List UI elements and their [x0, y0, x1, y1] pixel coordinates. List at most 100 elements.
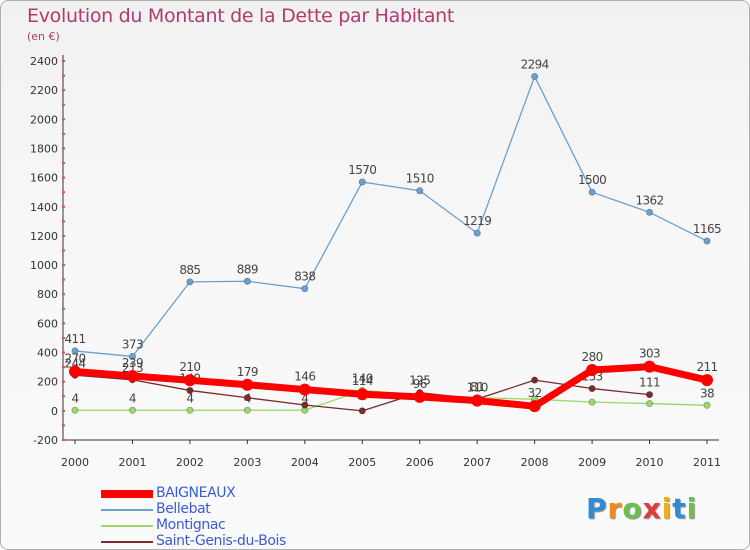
y-tick-label: 1000 — [30, 259, 58, 272]
y-tick-label: 1600 — [30, 172, 58, 185]
legend: BAIGNEAUX Bellebat Montignac Saint-Genis-du… — [101, 485, 361, 549]
data-point — [471, 394, 484, 407]
data-label: 38 — [700, 386, 714, 400]
data-label: 4 — [71, 391, 78, 405]
data-point — [298, 383, 311, 396]
y-tick-label: 2000 — [30, 113, 58, 126]
data-point — [356, 388, 369, 401]
data-label: 244 — [64, 356, 85, 370]
data-point — [413, 390, 426, 403]
data-point — [301, 285, 309, 293]
x-tick-label: 2000 — [61, 456, 89, 469]
x-tick-label: 2007 — [463, 456, 491, 469]
data-label: 280 — [582, 350, 603, 364]
data-label: 1500 — [578, 173, 606, 187]
data-point — [586, 364, 599, 377]
y-tick-label: 600 — [37, 317, 58, 330]
x-tick-label: 2011 — [693, 456, 721, 469]
series-line-bellebat — [74, 75, 708, 358]
data-label: 213 — [122, 361, 143, 375]
data-point — [416, 187, 424, 195]
data-point — [241, 378, 254, 391]
data-label: 179 — [237, 365, 258, 379]
data-label: 111 — [639, 376, 660, 390]
data-point — [243, 406, 251, 414]
data-point — [473, 229, 481, 237]
legend-swatch — [101, 490, 153, 498]
data-point — [128, 352, 136, 360]
data-label: 1362 — [635, 193, 663, 207]
y-tick-label: 800 — [37, 288, 58, 301]
data-point — [643, 360, 656, 373]
x-tick-label: 2010 — [636, 456, 664, 469]
data-label: 96 — [413, 377, 427, 391]
proxiti-logo: Proxiti — [586, 492, 697, 525]
data-point — [128, 406, 136, 414]
y-tick-label: 400 — [37, 347, 58, 360]
legend-item: BAIGNEAUX — [101, 485, 361, 502]
x-tick-label: 2006 — [406, 456, 434, 469]
chart-subtitle: (en €) — [27, 30, 60, 43]
x-tick-label: 2005 — [348, 456, 376, 469]
x-tick-label: 2002 — [176, 456, 204, 469]
logo-letter: i — [686, 492, 698, 525]
data-point — [71, 406, 79, 414]
data-point — [358, 178, 366, 186]
data-point — [186, 386, 194, 394]
data-label: 32 — [528, 386, 542, 400]
data-label: 1165 — [693, 222, 721, 236]
y-tick-label: 2400 — [30, 55, 58, 68]
legend-label: Bellebat — [156, 501, 211, 517]
data-point — [186, 278, 194, 286]
data-point — [71, 347, 79, 355]
legend-item: Montignac — [101, 517, 361, 534]
data-label: 81 — [470, 380, 484, 394]
data-label: 411 — [64, 332, 85, 346]
data-point — [186, 406, 194, 414]
y-tick-label: 0 — [51, 405, 58, 418]
logo-letter: o — [622, 492, 643, 525]
logo-letter: x — [642, 492, 662, 525]
y-tick-label: 2200 — [30, 84, 58, 97]
x-tick-label: 2004 — [291, 456, 319, 469]
x-tick-label: 2003 — [233, 456, 261, 469]
logo-letter: i — [661, 492, 673, 525]
data-label: 4 — [129, 391, 136, 405]
data-label: 303 — [639, 347, 660, 361]
legend-label: BAIGNEAUX — [156, 485, 236, 501]
data-point — [531, 376, 539, 384]
y-tick-label: 1800 — [30, 142, 58, 155]
data-label: 838 — [294, 270, 315, 284]
data-point — [588, 385, 596, 393]
data-label: 210 — [179, 360, 200, 374]
legend-swatch — [101, 541, 153, 543]
data-label: 885 — [179, 263, 200, 277]
data-point — [528, 400, 541, 413]
data-label: 373 — [122, 337, 143, 351]
data-point — [646, 391, 654, 399]
data-label: 110 — [467, 381, 488, 395]
data-label: 1510 — [406, 172, 434, 186]
legend-item: Saint-Genis-du-Bois — [101, 533, 361, 549]
data-point — [126, 370, 139, 383]
data-label: 114 — [352, 374, 373, 388]
data-point — [646, 400, 654, 408]
legend-swatch — [101, 509, 153, 511]
data-point — [243, 277, 251, 285]
data-point — [183, 374, 196, 387]
chart-title: Evolution du Montant de la Dette par Hab… — [27, 5, 455, 27]
y-tick-label: 200 — [37, 376, 58, 389]
data-point — [588, 398, 596, 406]
data-point — [703, 237, 711, 245]
x-tick-label: 2008 — [521, 456, 549, 469]
logo-letter: r — [607, 492, 623, 525]
data-point — [646, 208, 654, 216]
data-point — [301, 401, 309, 409]
legend-item: Bellebat — [101, 501, 361, 518]
data-label: 889 — [237, 262, 258, 276]
y-tick-label: 1200 — [30, 230, 58, 243]
data-label: 4 — [301, 391, 308, 405]
legend-label: Saint-Genis-du-Bois — [156, 533, 286, 549]
